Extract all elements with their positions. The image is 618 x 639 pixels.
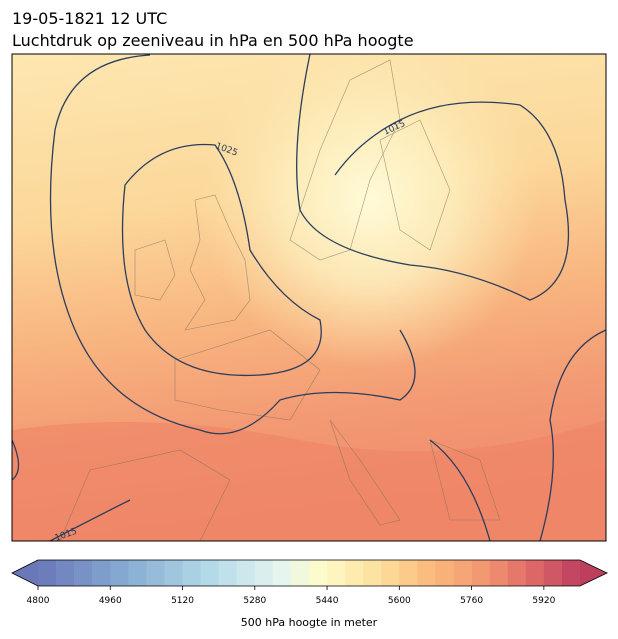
- colorbar-bin: [561, 560, 581, 586]
- colorbar-label: 500 hPa hoogte in meter: [241, 616, 378, 629]
- subtitle: Luchtdruk op zeeniveau in hPa en 500 hPa…: [12, 31, 414, 50]
- colorbar-bin: [327, 560, 346, 586]
- colorbar-bin: [381, 560, 400, 586]
- colorbar-outline: [11, 559, 608, 587]
- colorbar-bin: [164, 560, 183, 586]
- isobars: [12, 54, 606, 541]
- colorbar-tick-label: 5440: [316, 596, 339, 606]
- colorbar-bin: [218, 560, 238, 586]
- colorbar-tick-label: 5120: [171, 596, 194, 606]
- colorbar-bin: [236, 560, 256, 586]
- colorbar-tick-label: 5600: [388, 596, 411, 606]
- map-frame: [11, 53, 607, 542]
- colorbar-bin: [435, 560, 454, 586]
- colorbar-tick-label: 4800: [27, 596, 50, 606]
- colorbar-bin: [471, 560, 490, 586]
- colorbar-bin: [525, 560, 545, 586]
- colorbar-bin: [200, 560, 219, 586]
- colorbar-bin: [128, 560, 147, 586]
- colorbar-extend-low: [12, 560, 38, 586]
- colorbar-bin: [507, 560, 527, 586]
- map: 1025 1015 1015: [12, 54, 606, 541]
- colorbar-tick-label: 5920: [532, 596, 555, 606]
- colorbar-bin: [345, 560, 364, 586]
- height-band: [12, 420, 606, 541]
- colorbar-bin: [417, 560, 436, 586]
- colorbar-tick-label: 4960: [99, 596, 122, 606]
- colorbar-bin: [56, 560, 75, 586]
- colorbar-bin: [92, 560, 111, 586]
- colorbar-tick-label: 5760: [460, 596, 483, 606]
- colorbar-bin: [309, 560, 328, 586]
- title: 19-05-1821 12 UTC: [12, 9, 167, 28]
- colorbar-tick-label: 5280: [243, 596, 266, 606]
- colorbar-bin: [363, 560, 382, 586]
- colorbar-bin: [146, 560, 165, 586]
- colorbar-bin: [254, 560, 274, 586]
- colorbar-bin: [182, 560, 201, 586]
- colorbar-bin: [543, 560, 563, 586]
- colorbar-bin: [272, 560, 292, 586]
- colorbar-bin: [453, 560, 472, 586]
- colorbar-bin: [74, 560, 93, 586]
- colorbar-bin: [110, 560, 129, 586]
- colorbar-bin: [399, 560, 418, 586]
- colorbar-extend-high: [580, 560, 607, 586]
- colorbar-bin: [38, 560, 57, 586]
- colorbar-bin: [489, 560, 509, 586]
- colorbar: 4800 4960 5120 5280 5440 5600 5760 5920: [11, 559, 608, 606]
- colorbar-bin: [290, 560, 310, 586]
